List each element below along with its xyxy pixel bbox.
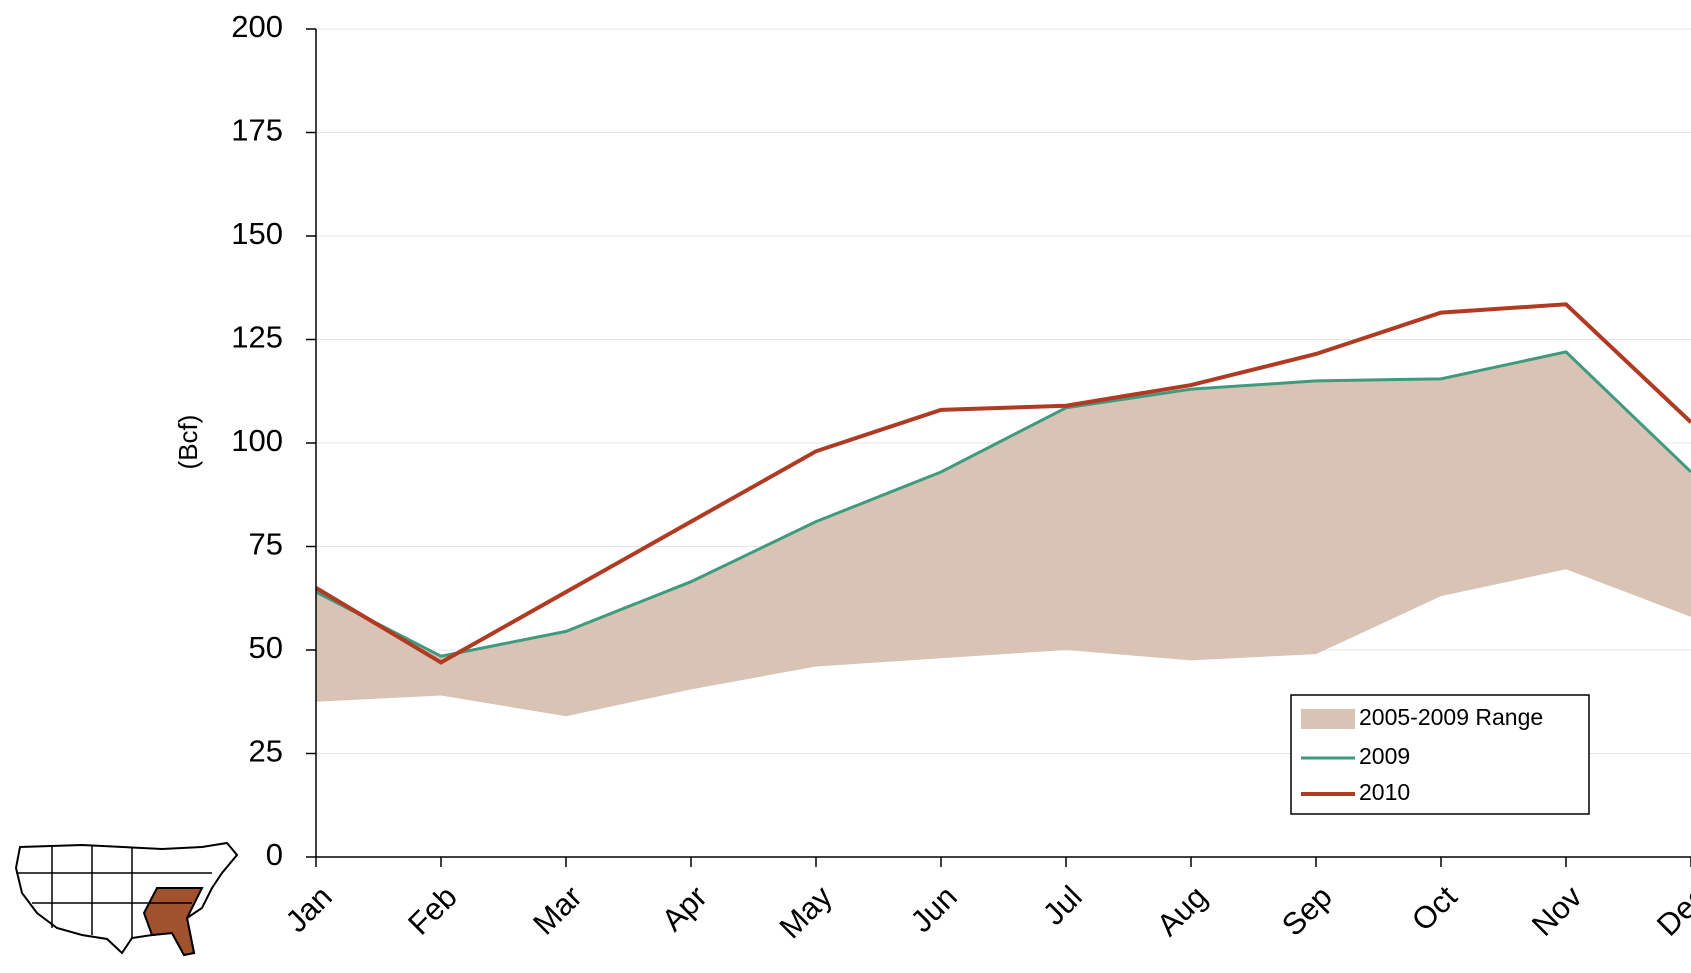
legend-label: 2009 — [1359, 743, 1410, 769]
y-tick-label: 0 — [266, 837, 283, 872]
x-tick-label: Jun — [904, 879, 964, 939]
x-tick-label: Dec — [1650, 879, 1691, 943]
series-line — [314, 302, 1691, 665]
y-tick-label: 150 — [231, 216, 283, 251]
map-outline — [14, 841, 239, 957]
y-tick-label: 200 — [231, 9, 283, 44]
y-tick-label: 125 — [231, 320, 283, 355]
legend-label: 2005-2009 Range — [1359, 704, 1543, 730]
y-tick-label: 50 — [249, 630, 283, 665]
map-borders — [16, 846, 212, 938]
x-tick-label: Mar — [526, 879, 589, 942]
legend-label: 2010 — [1359, 779, 1410, 805]
y-tick-label: 100 — [231, 423, 283, 458]
y-tick-label: 75 — [249, 527, 283, 562]
series-line — [315, 350, 1691, 658]
map-region — [142, 887, 204, 957]
range-area — [316, 351, 1691, 717]
x-tick-label: May — [773, 879, 840, 946]
x-tick-label: Apr — [655, 879, 714, 938]
x-tick-label: Jul — [1036, 879, 1089, 932]
x-tick-label: Aug — [1150, 879, 1214, 943]
x-tick-label: Feb — [401, 879, 464, 942]
x-tick-label: Nov — [1525, 879, 1589, 943]
x-tick-label: Jan — [279, 879, 339, 939]
legend: 2005-2009 Range 2009 2010 — [1290, 694, 1590, 815]
us-map-icon — [14, 841, 239, 957]
y-axis-label: (Bcf) — [173, 415, 203, 470]
legend-swatch — [1301, 709, 1355, 729]
y-tick-label: 25 — [249, 734, 283, 769]
y-tick-label: 175 — [231, 113, 283, 148]
x-tick-label: Oct — [1405, 879, 1464, 938]
x-tick-label: Sep — [1275, 879, 1339, 943]
